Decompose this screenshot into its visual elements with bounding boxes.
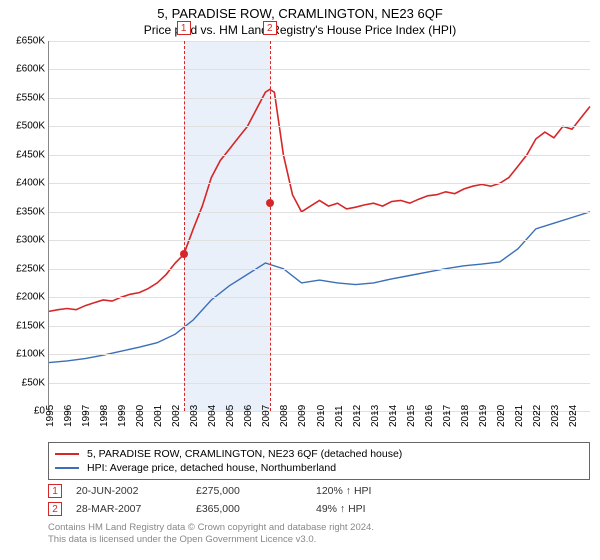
transaction-date: 28-MAR-2007 <box>76 503 196 515</box>
x-axis-label: 2004 <box>207 405 218 427</box>
x-axis-label: 2012 <box>352 405 363 427</box>
x-axis-label: 2021 <box>514 405 525 427</box>
legend: 5, PARADISE ROW, CRAMLINGTON, NE23 6QF (… <box>48 442 590 480</box>
x-axis-label: 1996 <box>63 405 74 427</box>
transaction-dot <box>266 199 274 207</box>
gridline <box>49 354 590 355</box>
x-axis-label: 2009 <box>297 405 308 427</box>
x-axis-label: 2003 <box>189 405 200 427</box>
transaction-row: 1 20-JUN-2002 £275,000 120% ↑ HPI <box>48 484 590 498</box>
gridline <box>49 126 590 127</box>
x-axis-label: 2001 <box>153 405 164 427</box>
gridline <box>49 41 590 42</box>
series-line <box>49 212 590 363</box>
legend-swatch <box>55 453 79 455</box>
chart-title: 5, PARADISE ROW, CRAMLINGTON, NE23 6QF <box>0 0 600 21</box>
gridline <box>49 240 590 241</box>
y-axis-label: £0 <box>34 406 45 417</box>
x-axis-label: 2017 <box>442 405 453 427</box>
transaction-marker: 1 <box>48 484 62 498</box>
y-axis-label: £550K <box>16 92 45 103</box>
y-axis-label: £450K <box>16 149 45 160</box>
x-axis-label: 2013 <box>370 405 381 427</box>
y-axis-label: £150K <box>16 320 45 331</box>
y-axis-label: £500K <box>16 121 45 132</box>
x-axis-label: 2024 <box>568 405 579 427</box>
chart-plot-area: £0£50K£100K£150K£200K£250K£300K£350K£400… <box>48 41 590 412</box>
x-axis-label: 2005 <box>225 405 236 427</box>
transaction-pct: 49% ↑ HPI <box>316 503 436 515</box>
y-axis-label: £400K <box>16 178 45 189</box>
transaction-vline <box>270 41 271 411</box>
gridline <box>49 269 590 270</box>
gridline <box>49 326 590 327</box>
gridline <box>49 383 590 384</box>
x-axis-label: 2002 <box>171 405 182 427</box>
legend-item: 5, PARADISE ROW, CRAMLINGTON, NE23 6QF (… <box>55 447 583 461</box>
x-axis-label: 2015 <box>406 405 417 427</box>
x-axis-label: 2014 <box>388 405 399 427</box>
y-axis-label: £300K <box>16 235 45 246</box>
y-axis-label: £100K <box>16 349 45 360</box>
legend-label: 5, PARADISE ROW, CRAMLINGTON, NE23 6QF (… <box>87 448 402 460</box>
legend-label: HPI: Average price, detached house, Nort… <box>87 462 336 474</box>
x-axis-label: 2007 <box>261 405 272 427</box>
chart-subtitle: Price paid vs. HM Land Registry's House … <box>0 21 600 41</box>
x-axis-label: 2019 <box>478 405 489 427</box>
y-axis-label: £250K <box>16 263 45 274</box>
x-axis-label: 2010 <box>316 405 327 427</box>
transaction-vline <box>184 41 185 411</box>
transaction-marker: 2 <box>263 21 277 35</box>
y-axis-label: £350K <box>16 206 45 217</box>
x-axis-label: 2011 <box>334 405 345 427</box>
gridline <box>49 212 590 213</box>
x-axis-label: 2022 <box>532 405 543 427</box>
x-axis-label: 2016 <box>424 405 435 427</box>
footer-line: Contains HM Land Registry data © Crown c… <box>48 522 590 534</box>
x-axis-label: 1997 <box>81 405 92 427</box>
x-axis-label: 2006 <box>243 405 254 427</box>
x-axis-label: 2023 <box>550 405 561 427</box>
x-axis-label: 1995 <box>45 405 56 427</box>
series-line <box>49 89 590 311</box>
gridline <box>49 98 590 99</box>
transaction-marker: 1 <box>177 21 191 35</box>
transaction-row: 2 28-MAR-2007 £365,000 49% ↑ HPI <box>48 502 590 516</box>
transaction-price: £275,000 <box>196 485 316 497</box>
x-axis-label: 2020 <box>496 405 507 427</box>
legend-swatch <box>55 467 79 469</box>
gridline <box>49 183 590 184</box>
transaction-marker: 2 <box>48 502 62 516</box>
footer-line: This data is licensed under the Open Gov… <box>48 534 590 546</box>
gridline <box>49 69 590 70</box>
footer: Contains HM Land Registry data © Crown c… <box>48 522 590 547</box>
x-axis-label: 1999 <box>117 405 128 427</box>
gridline <box>49 297 590 298</box>
x-axis-label: 2000 <box>135 405 146 427</box>
transaction-pct: 120% ↑ HPI <box>316 485 436 497</box>
y-axis-label: £200K <box>16 292 45 303</box>
x-axis-label: 2018 <box>460 405 471 427</box>
legend-item: HPI: Average price, detached house, Nort… <box>55 461 583 475</box>
gridline <box>49 155 590 156</box>
transaction-price: £365,000 <box>196 503 316 515</box>
y-axis-label: £50K <box>22 377 45 388</box>
x-axis-label: 1998 <box>99 405 110 427</box>
y-axis-label: £600K <box>16 64 45 75</box>
transaction-dot <box>180 250 188 258</box>
x-axis-label: 2008 <box>279 405 290 427</box>
chart-lines-svg <box>49 41 590 411</box>
y-axis-label: £650K <box>16 36 45 47</box>
transaction-date: 20-JUN-2002 <box>76 485 196 497</box>
